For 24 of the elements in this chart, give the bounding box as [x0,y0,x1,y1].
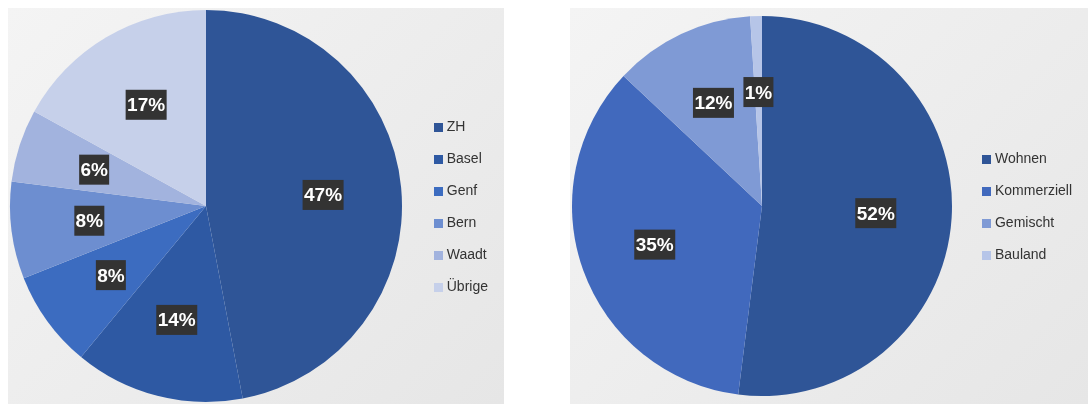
data-label: 8% [75,210,104,232]
legend-label: Waadt [446,246,487,262]
pie-slice [11,111,206,206]
legend-label: Wohnen [994,150,1047,166]
data-label: 8% [97,264,125,286]
pie-slice [738,16,952,396]
pie-slice [23,206,206,358]
pie-slice [34,10,206,206]
data-label: 1% [744,81,773,103]
legend-label: Basel [446,150,482,166]
data-label: 14% [157,309,196,331]
data-label: 52% [856,202,895,224]
data-label: 35% [635,234,674,256]
legend-label: Übrige [446,278,488,294]
data-label: 6% [80,159,108,181]
data-label: 17% [127,94,166,116]
legend-label: Genf [446,182,478,198]
data-label: 47% [304,184,343,206]
legend-label: ZH [446,118,466,134]
legend-label: Kommerziell [994,182,1072,198]
data-label: 12% [694,92,733,114]
legend-label: Bauland [994,246,1047,262]
legend-label: Bern [446,214,477,230]
legend-label: Gemischt [994,214,1055,230]
